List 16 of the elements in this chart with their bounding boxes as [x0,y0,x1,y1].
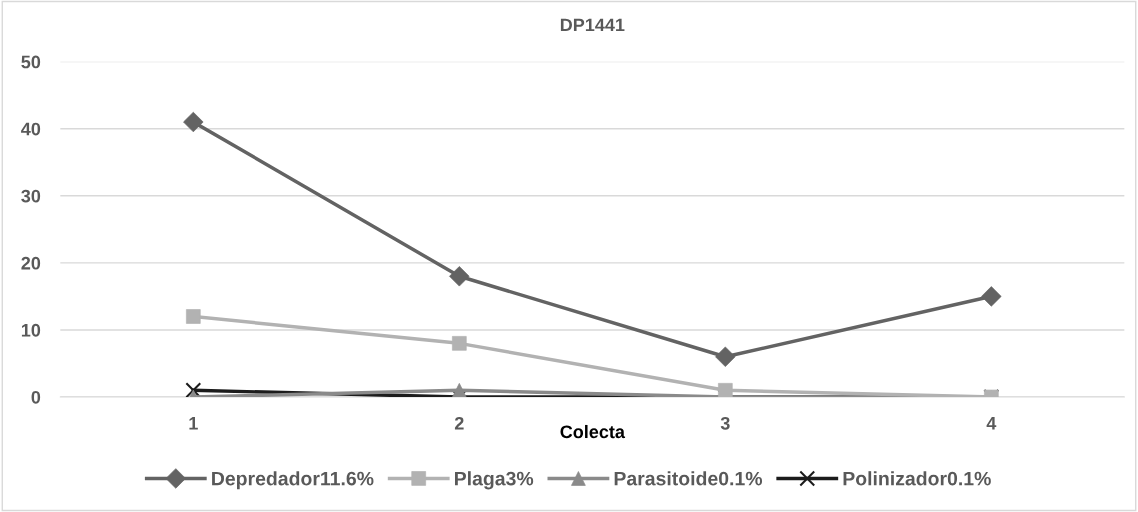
legend-label: Plaga3% [455,471,534,490]
x-tick-label: 4 [986,417,997,430]
legend-label: Polinizador0.1% [843,471,991,486]
y-tick-label: 0 [31,390,41,404]
x-axis-title: Colecta [560,424,626,439]
x-tick-label: 1 [189,417,198,430]
y-tick-label: 30 [21,189,41,203]
x-tick-label: 3 [720,416,730,430]
y-tick-label: 50 [21,55,41,69]
x-tick-label: 2 [454,416,464,430]
legend-label: Depredador11.6% [212,471,374,490]
chart-title: DP1441 [560,18,625,32]
y-tick-label: 20 [21,256,41,270]
y-tick-label: 40 [21,122,41,136]
y-tick-label: 10 [21,323,41,337]
legend-label: Parasitoide0.1% [614,471,763,486]
